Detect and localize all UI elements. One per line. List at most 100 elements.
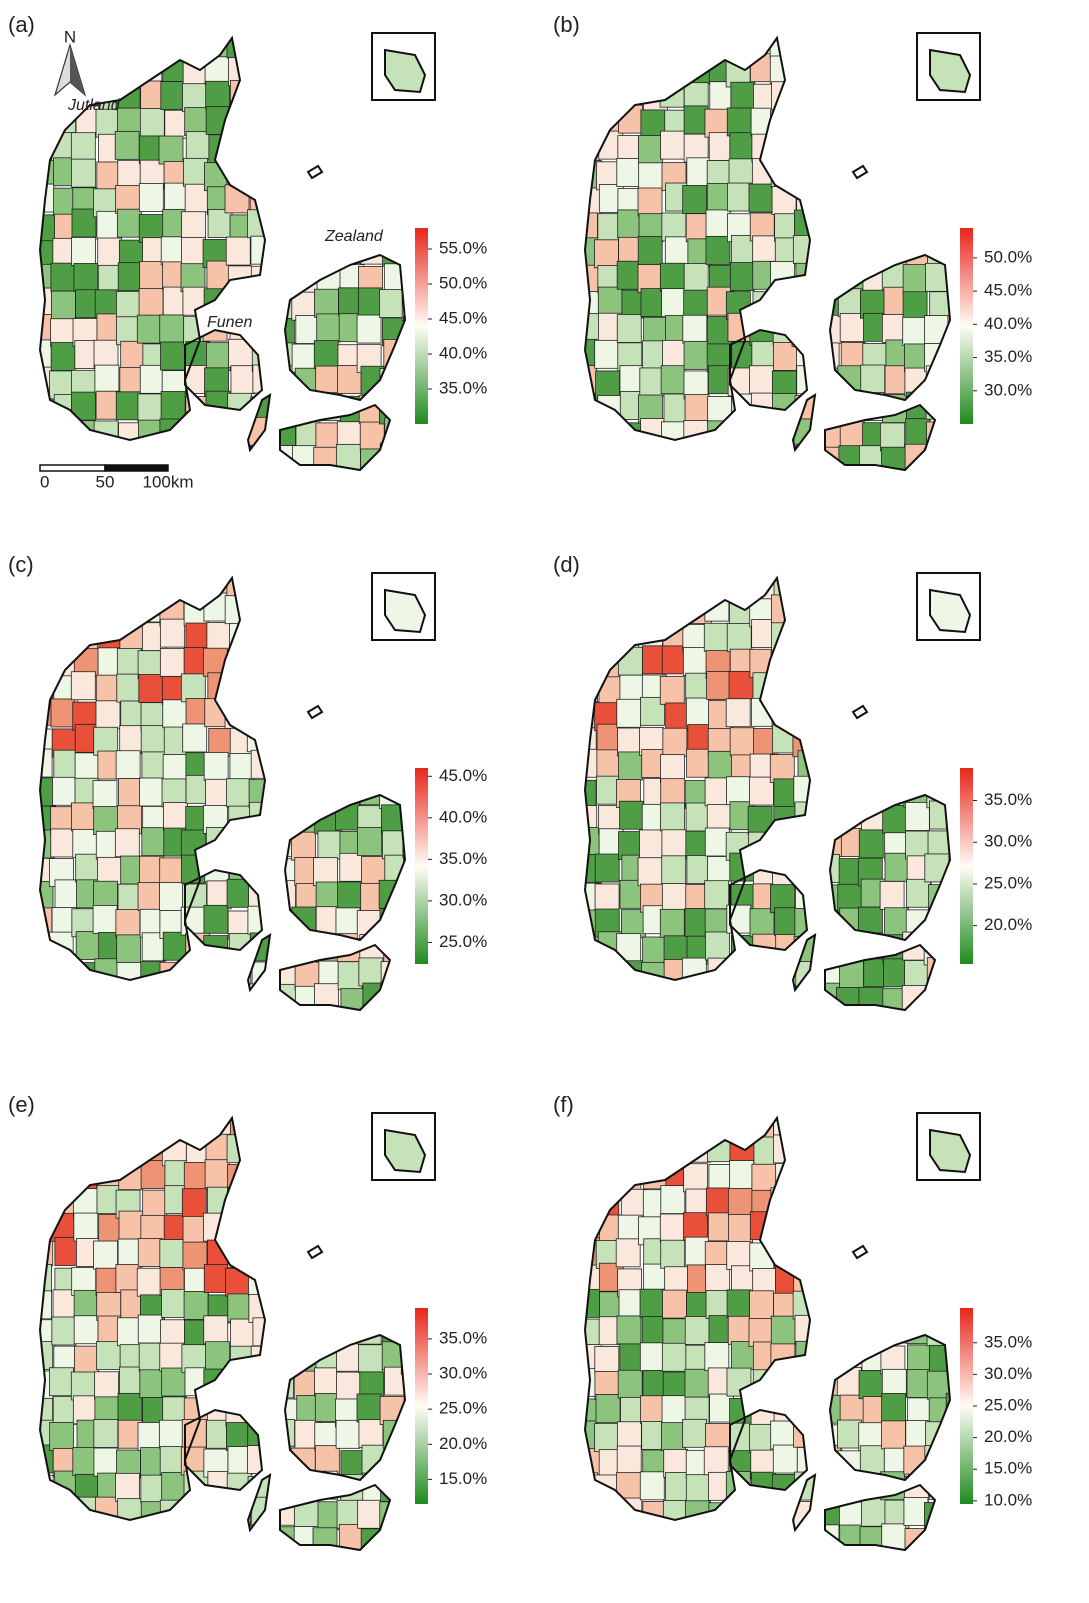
region	[338, 674, 362, 702]
colorbar-tick-label: 25.0%	[984, 1395, 1032, 1414]
region	[160, 883, 184, 911]
region	[660, 676, 684, 704]
region	[708, 1528, 732, 1556]
region	[796, 570, 820, 598]
region	[752, 963, 776, 991]
region	[662, 289, 686, 317]
region	[662, 340, 686, 368]
region	[50, 422, 74, 450]
region	[727, 423, 751, 451]
region	[227, 1164, 251, 1192]
region	[76, 932, 100, 960]
colorbar-tick-label: 35.0%	[984, 790, 1032, 809]
region	[793, 674, 817, 702]
region	[706, 1012, 730, 1040]
region	[165, 1526, 189, 1554]
region	[859, 81, 883, 109]
panel-label: (d)	[553, 552, 580, 577]
region	[137, 1268, 161, 1296]
region	[840, 675, 864, 703]
region	[708, 958, 732, 986]
region	[251, 1165, 275, 1193]
region	[97, 1342, 121, 1370]
region	[861, 1498, 885, 1526]
region	[683, 315, 707, 343]
region	[362, 110, 386, 138]
region	[728, 1500, 752, 1528]
region	[773, 317, 797, 345]
region	[819, 829, 843, 857]
north-label: N	[64, 27, 76, 46]
region	[946, 1239, 970, 1267]
region	[247, 54, 271, 82]
region	[248, 594, 272, 622]
region	[951, 189, 975, 217]
region	[727, 1108, 751, 1136]
region	[841, 1138, 865, 1166]
region	[116, 910, 140, 938]
region	[816, 214, 840, 242]
region	[96, 1552, 120, 1580]
region	[52, 1137, 76, 1165]
region	[881, 570, 905, 598]
region	[317, 1241, 341, 1269]
regions	[572, 1107, 975, 1583]
region	[816, 885, 840, 913]
colorbar-tick-label: 45.0%	[439, 766, 487, 785]
region	[926, 671, 950, 699]
region	[271, 1290, 295, 1318]
region	[929, 984, 953, 1012]
region	[273, 1268, 297, 1296]
region	[949, 421, 973, 449]
region	[181, 237, 205, 265]
region	[906, 728, 930, 756]
region	[927, 213, 951, 241]
region	[314, 80, 338, 108]
region	[905, 754, 929, 782]
region	[905, 1529, 929, 1557]
region	[838, 1472, 862, 1500]
region	[314, 858, 338, 886]
region	[573, 80, 597, 108]
region	[928, 1188, 952, 1216]
region	[859, 56, 883, 84]
region	[660, 79, 684, 107]
region	[663, 1319, 687, 1347]
region	[273, 934, 297, 962]
region	[861, 365, 885, 393]
region	[815, 136, 839, 164]
region	[595, 961, 619, 989]
region	[707, 1552, 731, 1580]
region	[860, 754, 884, 782]
region	[640, 368, 664, 396]
region	[53, 988, 77, 1016]
region	[617, 314, 641, 342]
region	[315, 672, 339, 700]
region	[731, 82, 755, 110]
region	[272, 1237, 296, 1265]
region	[574, 1554, 598, 1582]
region	[727, 1241, 751, 1269]
region	[617, 1165, 641, 1193]
region	[29, 110, 53, 138]
region	[313, 474, 337, 502]
colorbar-tick-label: 35.0%	[984, 347, 1032, 366]
region	[770, 1500, 794, 1528]
region	[249, 1241, 273, 1269]
region	[161, 1289, 185, 1317]
region	[617, 1446, 641, 1474]
region	[31, 649, 55, 677]
region	[819, 598, 843, 626]
region	[705, 1343, 729, 1371]
region	[273, 958, 297, 986]
region	[639, 29, 663, 57]
region	[313, 58, 337, 86]
region	[293, 1190, 317, 1218]
region	[252, 1013, 276, 1041]
region	[661, 779, 685, 807]
region	[406, 677, 430, 705]
region	[663, 1290, 687, 1318]
region	[793, 858, 817, 886]
scale-bar-white	[40, 465, 105, 471]
region	[405, 961, 429, 989]
